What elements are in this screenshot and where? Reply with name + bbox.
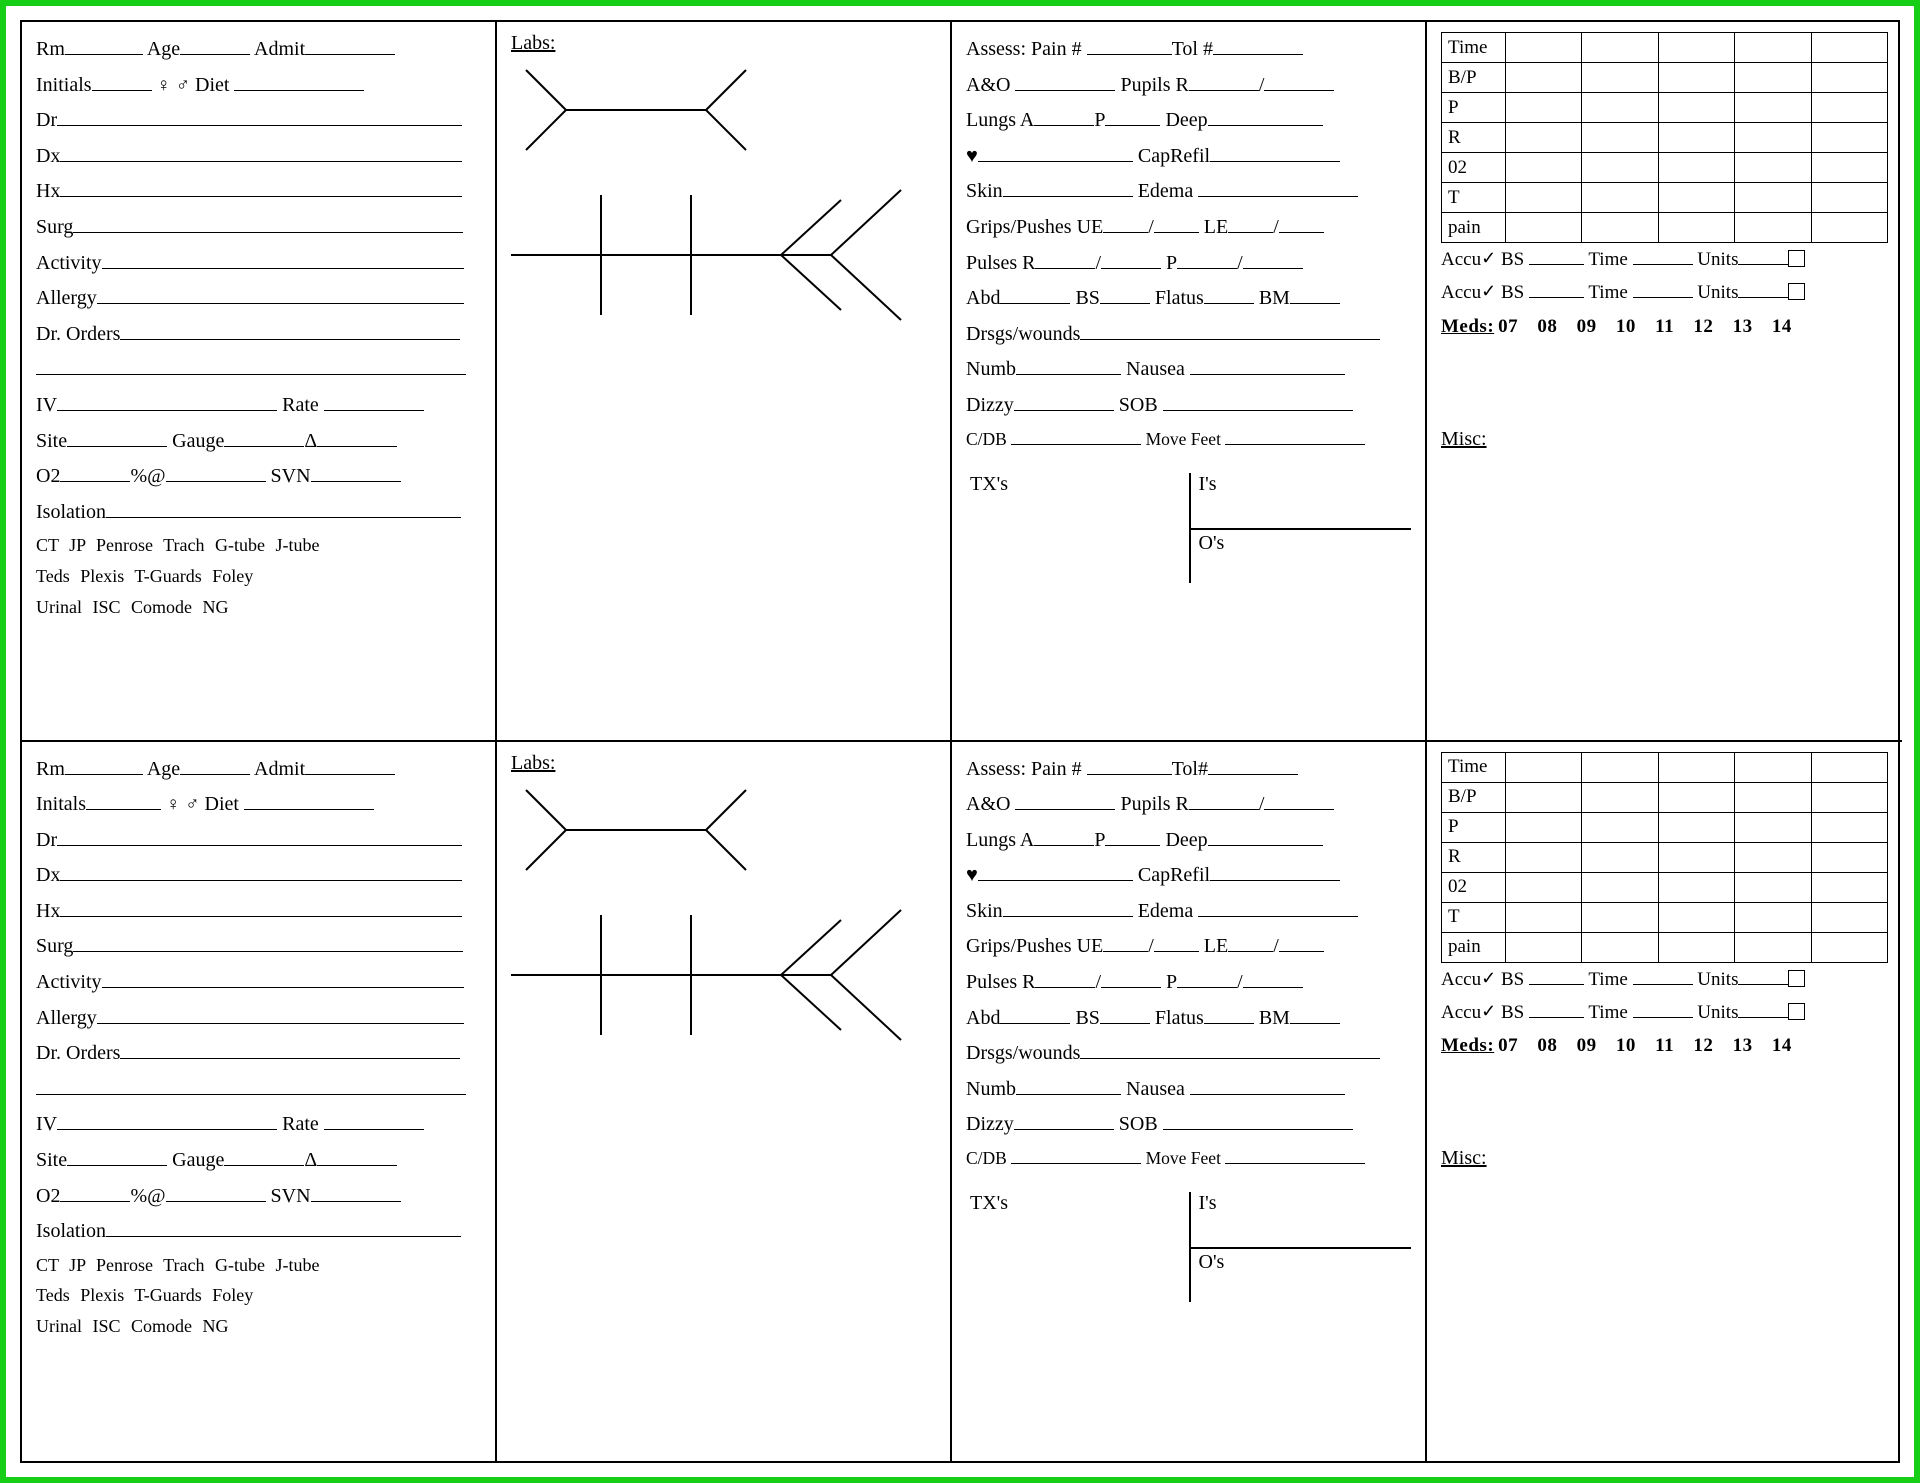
lungs-label: Lungs A	[966, 109, 1034, 131]
vitals-table: Time B/P P R 02 T pain	[1441, 32, 1888, 243]
orders-label: Dr. Orders	[36, 323, 120, 345]
edema-label: Edema	[1138, 180, 1194, 202]
assess-label: Assess: Pain #	[966, 38, 1082, 60]
tx-io-box: TX's I's O's	[966, 473, 1411, 583]
delta-label: Δ	[304, 430, 317, 452]
vitals-table-2: Time B/P P R 02 T pain	[1441, 752, 1888, 963]
ao-label: A&O	[966, 74, 1010, 96]
equip-line-3: Urinal ISC Comode NG	[36, 592, 481, 623]
fishbone-small-icon	[511, 55, 751, 165]
abd-label: Abd	[966, 287, 1000, 309]
tol-label-alt: Tol#	[1172, 758, 1208, 780]
rate-label: Rate	[282, 394, 319, 416]
check-icon: ✓	[1481, 248, 1496, 268]
assessment-panel-2: Assess: Pain # Tol# A&O Pupils R/ Lungs …	[952, 742, 1427, 1462]
check-icon-2: ✓	[1481, 281, 1496, 301]
labs-title: Labs:	[511, 32, 936, 55]
grips-label: Grips/Pushes UE	[966, 216, 1103, 238]
accu-bs-label: BS	[1501, 249, 1524, 270]
os-label: O's	[1199, 532, 1225, 555]
diet-label: Diet	[195, 74, 229, 96]
vitals-row-t: T	[1442, 183, 1506, 213]
checkbox-icon-3[interactable]	[1788, 970, 1805, 987]
vitals-row-r: R	[1442, 123, 1506, 153]
cdb-label: C/DB	[966, 429, 1007, 449]
vitals-row-pain: pain	[1442, 213, 1506, 243]
sob-label: SOB	[1119, 394, 1158, 416]
accu-label-2: Accu	[1441, 282, 1481, 303]
drsgs-label: Drsgs/wounds	[966, 323, 1080, 345]
vitals-row-time: Time	[1442, 33, 1506, 63]
le-label: LE	[1204, 216, 1228, 238]
caprefil-label: CapRefil	[1138, 145, 1210, 167]
meds-header: Meds: 07 08 09 10 11 12 13 14	[1441, 316, 1888, 338]
tol-label: Tol #	[1172, 38, 1213, 60]
vitals-row-o2: 02	[1442, 153, 1506, 183]
vitals-meds-panel-2: Time B/P P R 02 T pain Accu✓ BS Time Uni…	[1427, 742, 1902, 1462]
initals-label-alt: Initals	[36, 793, 86, 815]
patient-card-row-2: Rm Age Admit Initals ♀ ♂ Diet Dr Dx Hx S…	[22, 742, 1902, 1462]
fishbone-large-icon-2	[497, 885, 911, 1065]
dizzy-label: Dizzy	[966, 394, 1014, 416]
pctat-label: %@	[130, 465, 165, 487]
patient-card-row-1: Rm Age Admit Initials ♀ ♂ Diet Dr Dx Hx …	[22, 22, 1902, 742]
is-label: I's	[1199, 473, 1217, 496]
admit-label: Admit	[254, 38, 305, 60]
nausea-label: Nausea	[1126, 358, 1185, 380]
allergy-label: Allergy	[36, 287, 97, 309]
male-icon: ♂	[176, 75, 190, 96]
fishbone-large-icon	[497, 165, 911, 345]
deep-label: Deep	[1165, 109, 1207, 131]
heart-icon: ♥	[966, 145, 978, 167]
pulses-label: Pulses R	[966, 252, 1035, 274]
vitals-row-bp: B/P	[1442, 63, 1506, 93]
age-label: Age	[147, 38, 180, 60]
dr-label: Dr	[36, 109, 57, 131]
accu-time-label: Time	[1588, 249, 1627, 270]
o2-label: O2	[36, 465, 60, 487]
site-label: Site	[36, 430, 67, 452]
vitals-row-p: P	[1442, 93, 1506, 123]
equip-line-2: Teds Plexis T-Guards Foley	[36, 561, 481, 592]
bm-label: BM	[1259, 287, 1290, 309]
flatus-label: Flatus	[1155, 287, 1204, 309]
isolation-label: Isolation	[36, 501, 106, 523]
surg-label: Surg	[36, 216, 73, 238]
txs-label: TX's	[970, 473, 1008, 496]
bs-label: BS	[1075, 287, 1099, 309]
labs-panel-2: Labs:	[497, 742, 952, 1462]
activity-label: Activity	[36, 252, 102, 274]
gauge-label: Gauge	[172, 430, 224, 452]
fishbone-small-icon-2	[511, 775, 751, 885]
female-icon: ♀	[157, 75, 171, 96]
accu-label: Accu	[1441, 249, 1481, 270]
demographics-panel-2: Rm Age Admit Initals ♀ ♂ Diet Dr Dx Hx S…	[22, 742, 497, 1462]
checkbox-icon[interactable]	[1788, 250, 1805, 267]
sheet: Rm Age Admit Initials ♀ ♂ Diet Dr Dx Hx …	[20, 20, 1900, 1463]
p-label: P	[1094, 109, 1105, 131]
iv-label: IV	[36, 394, 57, 416]
numb-label: Numb	[966, 358, 1016, 380]
meds-header-2: Meds: 07 08 09 10 11 12 13 14	[1441, 1035, 1888, 1057]
checkbox-icon-2[interactable]	[1788, 283, 1805, 300]
tx-io-box-2: TX's I's O's	[966, 1192, 1411, 1302]
initials-label: Initials	[36, 74, 92, 96]
pulses-p-label: P	[1166, 252, 1177, 274]
labs-panel: Labs:	[497, 22, 952, 740]
assessment-panel: Assess: Pain # Tol # A&O Pupils R/ Lungs…	[952, 22, 1427, 740]
rm-label: Rm	[36, 38, 65, 60]
movefeet-label: Move Feet	[1146, 429, 1221, 449]
checkbox-icon-4[interactable]	[1788, 1003, 1805, 1020]
accu-units-label: Units	[1697, 249, 1738, 270]
dx-label: Dx	[36, 145, 60, 167]
vitals-meds-panel: Time B/P P R 02 T pain Accu✓ BS Time Uni…	[1427, 22, 1902, 740]
svn-label: SVN	[271, 465, 311, 487]
pupils-label: Pupils R	[1120, 74, 1188, 96]
equip-line-1: CT JP Penrose Trach G-tube J-tube	[36, 530, 481, 561]
misc-label: Misc:	[1441, 428, 1888, 451]
hx-label: Hx	[36, 180, 60, 202]
outer-frame: Rm Age Admit Initials ♀ ♂ Diet Dr Dx Hx …	[0, 0, 1920, 1483]
demographics-panel: Rm Age Admit Initials ♀ ♂ Diet Dr Dx Hx …	[22, 22, 497, 740]
skin-label: Skin	[966, 180, 1003, 202]
